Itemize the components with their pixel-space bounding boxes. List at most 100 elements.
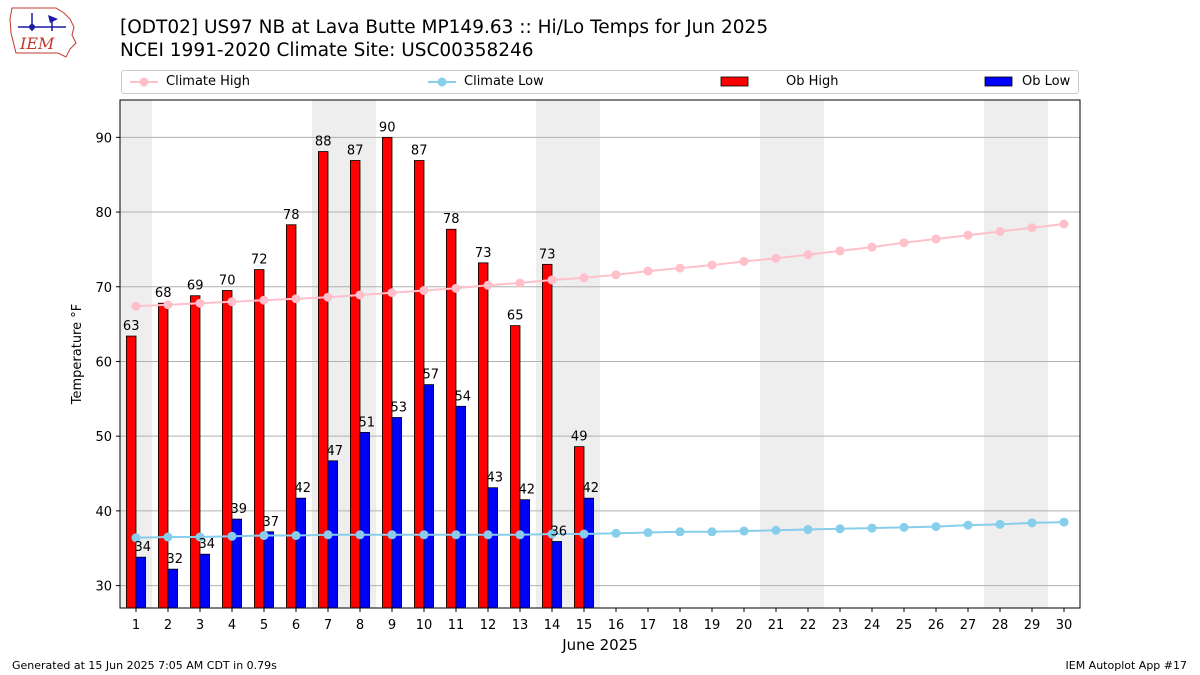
ob-high-bar-day-4 — [221, 290, 233, 609]
y-tick-label-50: 50 — [95, 430, 112, 445]
climate-low-point-day-12 — [483, 530, 493, 540]
climate-high-point-day-15 — [579, 273, 589, 283]
climate-high-point-day-16 — [611, 270, 621, 280]
climate-high-legend-marker — [130, 77, 158, 87]
ob-high-label-day-8: 87 — [347, 144, 364, 159]
climate-low-point-day-29 — [1027, 518, 1037, 528]
ob-high-bar-day-10 — [413, 160, 425, 609]
ob-low-label-day-8: 51 — [359, 415, 376, 430]
ob-low-bar-day-11 — [455, 405, 467, 609]
legend-label-ob-low: Ob Low — [1022, 74, 1071, 89]
climate-low-point-day-20 — [739, 526, 749, 536]
ob-low-bar-day-10 — [423, 384, 435, 609]
ob-low-bar-day-15 — [583, 497, 595, 609]
ob-low-label-day-10: 57 — [423, 368, 440, 383]
ob-low-label-day-9: 53 — [391, 401, 408, 416]
climate-low-point-day-25 — [899, 522, 909, 532]
ob-high-label-day-15: 49 — [571, 430, 588, 445]
x-tick-label-1: 1 — [132, 618, 140, 633]
y-tick-label-60: 60 — [95, 355, 112, 370]
x-tick-label-4: 4 — [228, 618, 236, 633]
x-tick-label-6: 6 — [292, 618, 300, 633]
ob-low-bar-day-12 — [487, 487, 499, 609]
ob-low-label-day-4: 39 — [231, 502, 248, 517]
climate-low-point-day-11 — [451, 530, 461, 540]
climate-high-point-day-25 — [899, 238, 909, 248]
x-tick-label-12: 12 — [480, 618, 497, 633]
ob-low-label-day-15: 42 — [583, 481, 600, 496]
x-tick-label-14: 14 — [544, 618, 561, 633]
chart-subtitle: NCEI 1991-2020 Climate Site: USC00358246 — [120, 40, 534, 61]
weekend-shade-day-28 — [984, 100, 1016, 608]
climate-high-point-day-12 — [483, 280, 493, 290]
iem-logo: IEM — [9, 7, 77, 58]
climate-low-point-day-27 — [963, 520, 973, 530]
x-tick-label-5: 5 — [260, 618, 268, 633]
ob-low-bar-day-9 — [391, 417, 403, 609]
climate-low-point-day-16 — [611, 528, 621, 538]
climate-low-point-day-15 — [579, 529, 589, 539]
ob-high-bar-day-12 — [477, 262, 489, 609]
climate-low-point-day-24 — [867, 523, 877, 533]
climate-low-point-day-4 — [227, 531, 237, 541]
climate-high-point-day-27 — [963, 230, 973, 240]
x-tick-label-3: 3 — [196, 618, 204, 633]
climate-low-legend-marker — [428, 77, 456, 87]
climate-high-point-day-13 — [515, 278, 525, 288]
chart-title: [ODT02] US97 NB at Lava Butte MP149.63 :… — [120, 17, 769, 38]
ob-high-label-day-5: 72 — [251, 253, 268, 268]
ob-low-label-day-1: 34 — [135, 540, 152, 555]
climate-high-point-day-26 — [931, 234, 941, 244]
ob-low-bar-day-2 — [167, 568, 179, 609]
legend-label-climate-high: Climate High — [166, 74, 251, 89]
x-tick-label-26: 26 — [928, 618, 945, 633]
climate-high-point-day-29 — [1027, 223, 1037, 233]
legend-label-climate-low: Climate Low — [464, 74, 544, 89]
ob-high-bar-day-8 — [349, 160, 361, 609]
climate-high-point-day-21 — [771, 253, 781, 263]
ob-high-legend-swatch — [720, 76, 749, 87]
climate-high-point-day-6 — [291, 294, 301, 304]
climate-high-point-day-19 — [707, 260, 717, 270]
climate-high-point-day-14 — [547, 275, 557, 285]
climate-low-line — [135, 521, 1065, 539]
ob-high-label-day-2: 68 — [155, 286, 172, 301]
climate-low-point-day-2 — [163, 532, 173, 542]
climate-low-point-day-17 — [643, 528, 653, 538]
x-tick-label-23: 23 — [832, 618, 849, 633]
ob-high-label-day-10: 87 — [411, 144, 428, 159]
ob-low-legend-swatch — [984, 76, 1013, 87]
x-tick-label-27: 27 — [960, 618, 977, 633]
ob-low-bar-day-14 — [551, 541, 563, 609]
ob-low-label-day-12: 43 — [487, 471, 504, 486]
ob-low-label-day-5: 37 — [263, 515, 280, 530]
climate-high-point-day-1 — [131, 301, 141, 311]
y-tick-label-80: 80 — [95, 206, 112, 221]
ob-high-label-day-13: 65 — [507, 309, 524, 324]
climate-high-point-day-24 — [867, 242, 877, 252]
y-axis-label: Temperature °F — [70, 304, 85, 405]
y-tick-label-30: 30 — [95, 580, 112, 595]
climate-low-point-day-13 — [515, 530, 525, 540]
ob-high-bar-day-6 — [285, 224, 297, 609]
climate-high-point-day-11 — [451, 283, 461, 293]
x-axis-label: June 2025 — [561, 636, 638, 654]
chart-legend: Climate High Climate Low Ob High Ob Low — [121, 70, 1079, 94]
climate-high-point-day-7 — [323, 292, 333, 302]
climate-low-point-day-8 — [355, 530, 365, 540]
ob-low-label-day-11: 54 — [455, 389, 472, 404]
ob-low-bar-day-8 — [359, 432, 371, 609]
climate-low-point-day-22 — [803, 525, 813, 535]
svg-text:IEM: IEM — [19, 34, 55, 53]
climate-low-point-day-9 — [387, 530, 397, 540]
climate-high-point-day-28 — [995, 226, 1005, 236]
y-tick-label-90: 90 — [95, 131, 112, 146]
ob-high-bar-day-15 — [574, 446, 585, 609]
legend-label-ob-high: Ob High — [786, 74, 839, 89]
y-tick-label-40: 40 — [95, 505, 112, 520]
ob-high-bar-day-3 — [189, 295, 201, 609]
generated-timestamp: Generated at 15 Jun 2025 7:05 AM CDT in … — [12, 659, 277, 672]
ob-low-label-day-6: 42 — [295, 481, 312, 496]
ob-low-label-day-7: 47 — [327, 444, 344, 459]
